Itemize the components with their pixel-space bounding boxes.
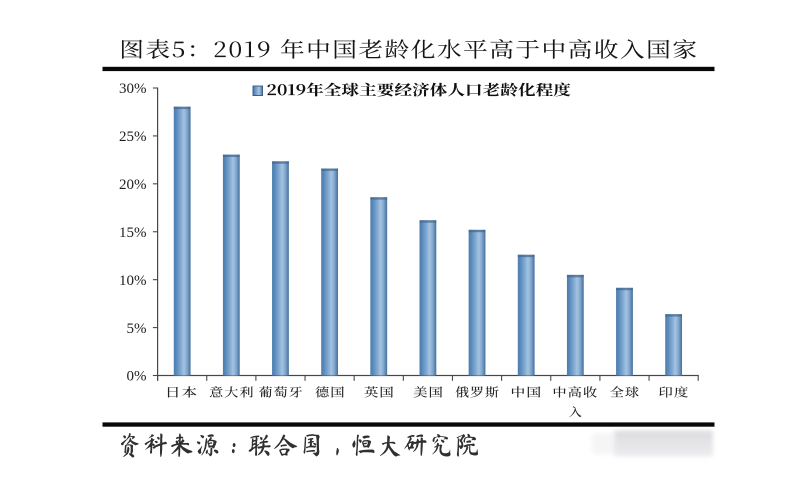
svg-text:10%: 10% <box>119 273 147 289</box>
svg-text:30%: 30% <box>119 81 147 97</box>
svg-text:20%: 20% <box>119 177 147 193</box>
svg-text:25%: 25% <box>119 129 147 145</box>
svg-text:5%: 5% <box>127 321 147 337</box>
svg-text:0%: 0% <box>127 369 147 385</box>
svg-text:15%: 15% <box>119 225 147 241</box>
